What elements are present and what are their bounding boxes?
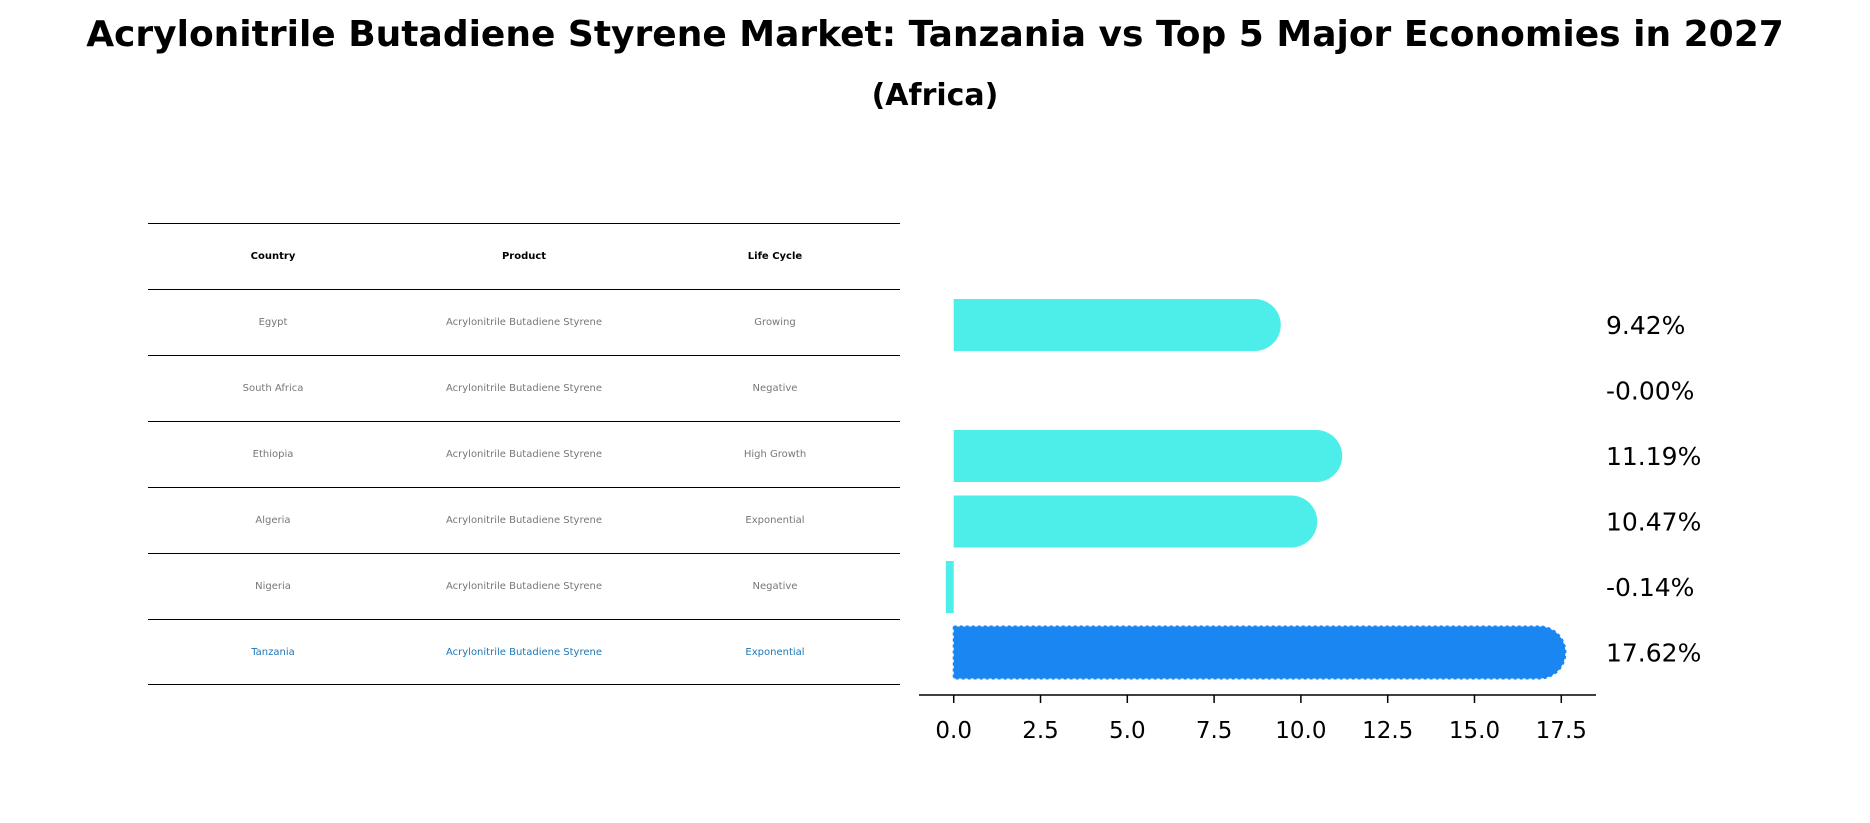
cell-life-cycle: Exponential: [745, 646, 805, 658]
table-header-row: Country Product Life Cycle: [148, 223, 900, 289]
x-tick-label: 10.0: [1275, 718, 1326, 744]
cell-country: Ethiopia: [252, 449, 294, 460]
cell-country: Egypt: [258, 317, 288, 328]
bar-tanzania: [952, 625, 1567, 680]
x-tick-label: 15.0: [1449, 718, 1500, 744]
cell-life-cycle: Negative: [752, 383, 798, 394]
value-label: 9.42%: [1606, 311, 1685, 340]
cell-product: Acrylonitrile Butadiene Styrene: [445, 581, 603, 592]
cell-life-cycle: High Growth: [743, 449, 807, 460]
cell-product: Acrylonitrile Butadiene Styrene: [445, 317, 603, 328]
cell-country: Tanzania: [251, 646, 295, 658]
chart-subtitle: (Africa): [871, 78, 999, 113]
value-label: -0.14%: [1606, 573, 1694, 602]
bar-algeria: [953, 495, 1318, 548]
header-life-cycle: Life Cycle: [747, 251, 803, 262]
cell-country: Algeria: [255, 515, 291, 526]
value-label: 10.47%: [1606, 508, 1701, 537]
value-label: -0.00%: [1606, 377, 1694, 406]
cell-life-cycle: Negative: [752, 581, 798, 592]
x-tick-label: 2.5: [1022, 718, 1059, 744]
country-table: Country Product Life Cycle Egypt Acrylon…: [148, 223, 900, 685]
cell-product: Acrylonitrile Butadiene Styrene: [445, 449, 603, 460]
x-tick-label: 5.0: [1109, 718, 1146, 744]
table-row-highlight: Tanzania Acrylonitrile Butadiene Styrene…: [148, 619, 900, 685]
value-label: 17.62%: [1606, 639, 1701, 668]
table-row: Algeria Acrylonitrile Butadiene Styrene …: [148, 487, 900, 553]
header-product: Product: [501, 251, 547, 262]
value-label: 11.19%: [1606, 442, 1701, 471]
table-row: Ethiopia Acrylonitrile Butadiene Styrene…: [148, 421, 900, 487]
bar-egypt: [953, 299, 1281, 351]
bar-ethiopia: [953, 430, 1343, 482]
cell-country: Nigeria: [255, 581, 291, 592]
x-tick-label: 0.0: [935, 718, 972, 744]
x-tick-label: 12.5: [1362, 718, 1413, 744]
table-row: Nigeria Acrylonitrile Butadiene Styrene …: [148, 553, 900, 619]
x-tick-label: 7.5: [1196, 718, 1233, 744]
table-row: Egypt Acrylonitrile Butadiene Styrene Gr…: [148, 289, 900, 355]
cell-product: Acrylonitrile Butadiene Styrene: [445, 515, 603, 526]
cell-life-cycle: Exponential: [745, 515, 805, 526]
table-row: South Africa Acrylonitrile Butadiene Sty…: [148, 355, 900, 421]
cell-country: South Africa: [242, 383, 304, 394]
cell-product: Acrylonitrile Butadiene Styrene: [445, 646, 603, 658]
cell-product: Acrylonitrile Butadiene Styrene: [445, 383, 603, 394]
cell-life-cycle: Growing: [754, 317, 796, 328]
chart-title: Acrylonitrile Butadiene Styrene Market: …: [86, 14, 1784, 55]
header-country: Country: [250, 251, 296, 262]
x-tick-label: 17.5: [1536, 718, 1587, 744]
bar-nigeria-stub: [945, 561, 951, 613]
